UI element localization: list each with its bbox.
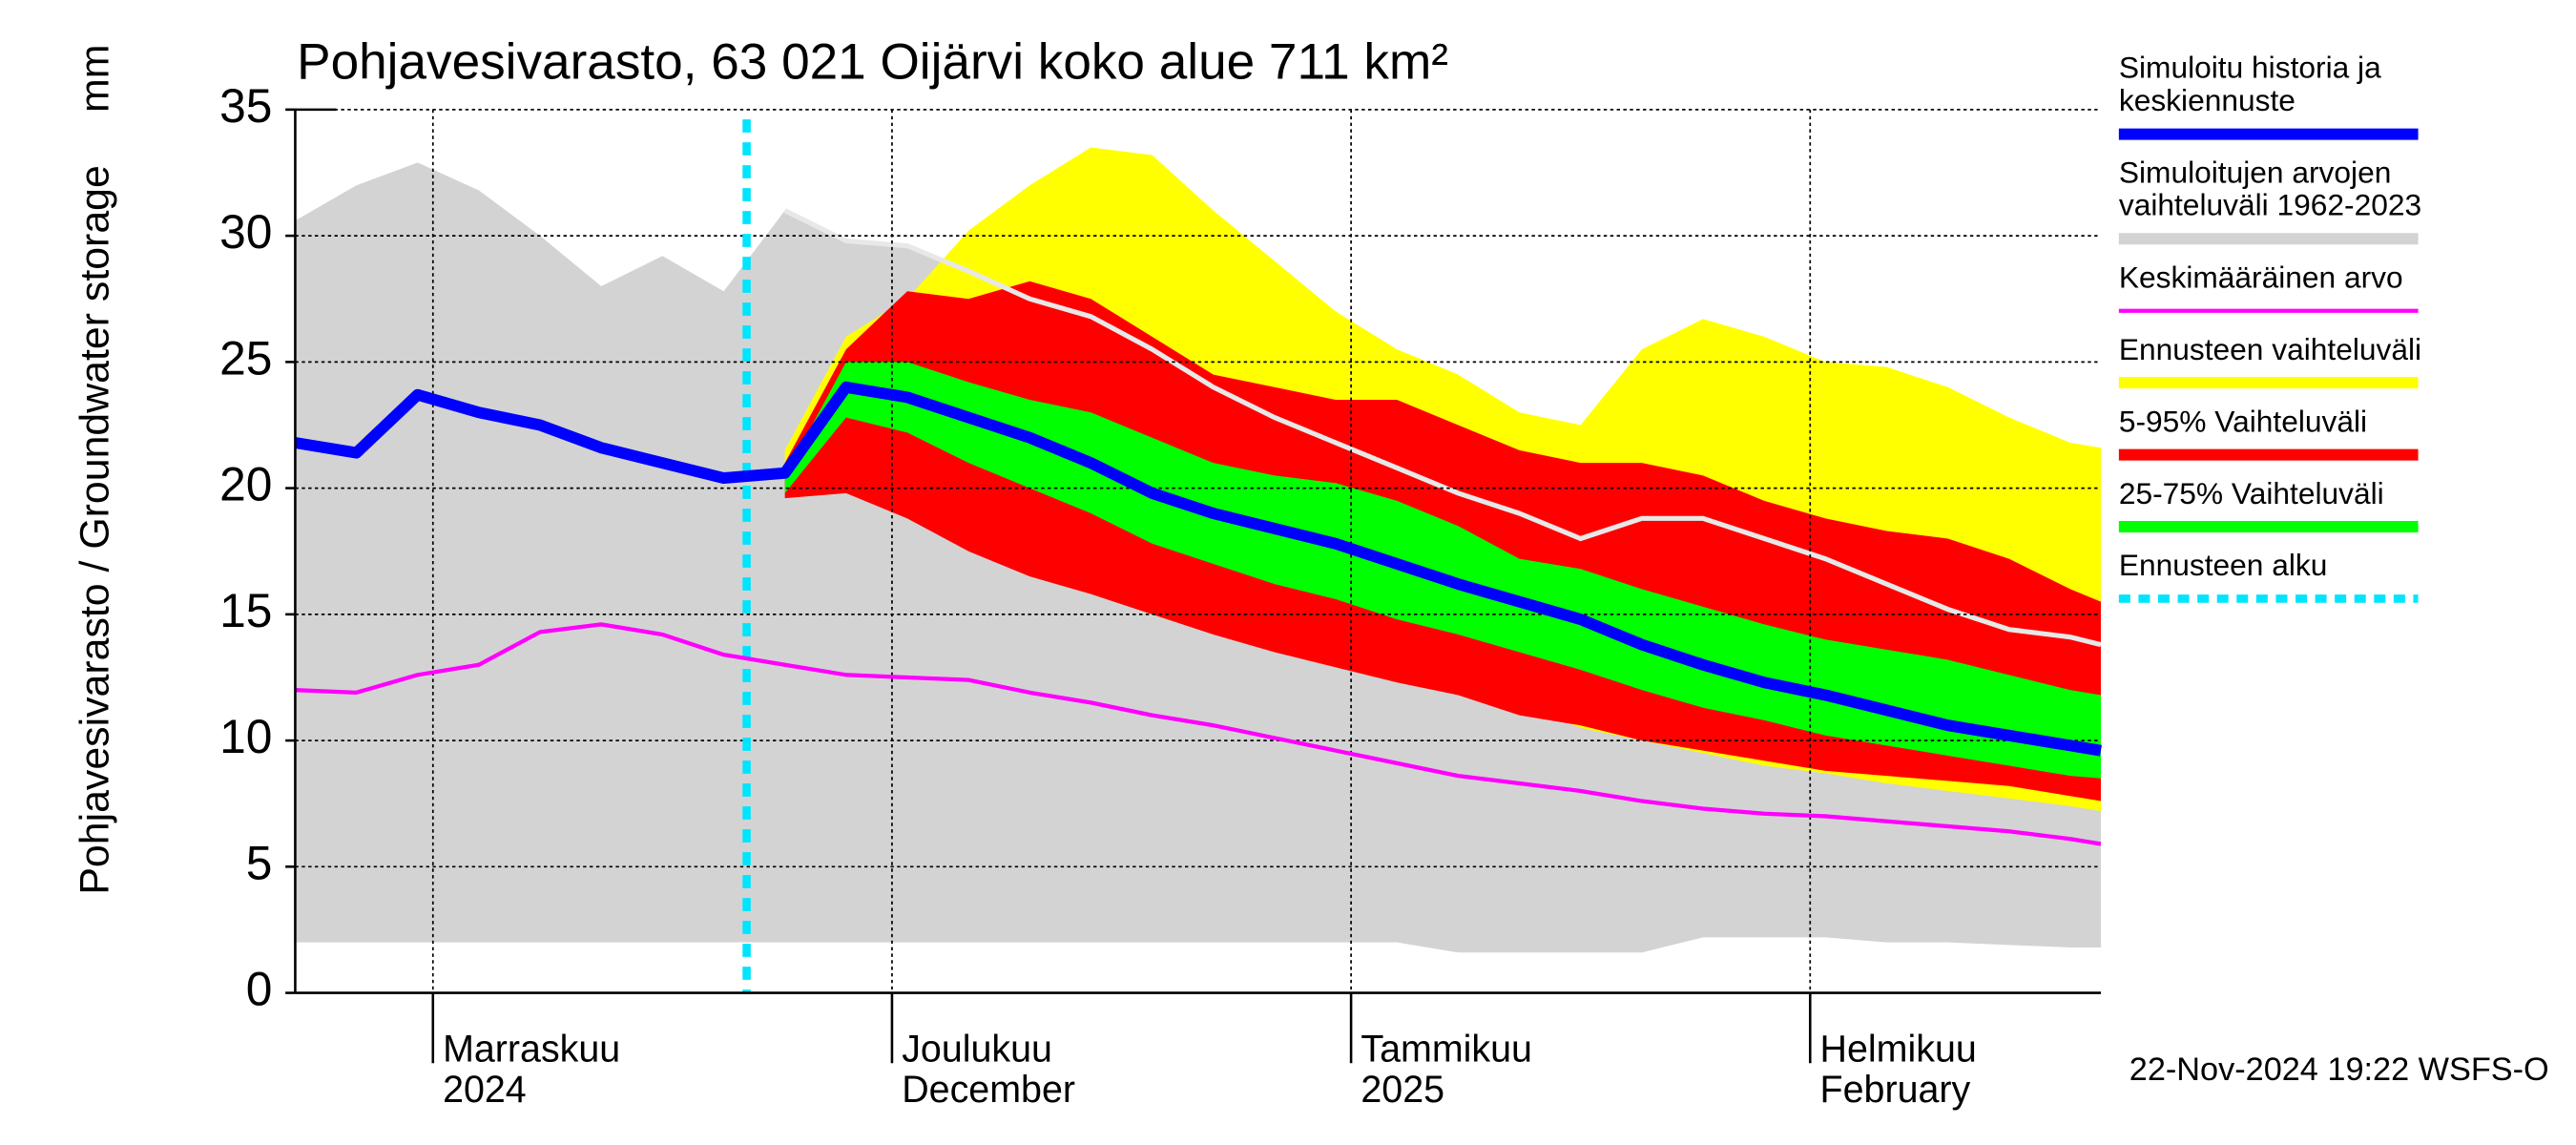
range-band xyxy=(784,362,2102,779)
bands xyxy=(295,147,2102,953)
lines xyxy=(294,119,2102,993)
legend: Simuloitu historia ja keskiennuste Simuloi… xyxy=(2118,51,2421,603)
legend-label: 25-75% Vaihteluväli xyxy=(2119,476,2384,510)
x-tick-label: Tammikuu 2025 xyxy=(1361,1029,1532,1112)
y-tick-label: 10 xyxy=(219,710,272,763)
y-axis-label: Pohjavesivarasto / Groundwater storage xyxy=(72,165,117,894)
range-edge xyxy=(783,208,2102,648)
y-tick-label: 30 xyxy=(219,205,272,259)
series-line xyxy=(295,622,2102,846)
y-axis-unit: mm xyxy=(72,45,117,113)
legend-label: Simuloitu historia ja keskiennuste xyxy=(2119,51,2381,117)
axes: 0 5 10 15 20 25 30 35 Marraskuu 2024 Joulukuu Decem… xyxy=(219,79,2101,1112)
legend-label: Ennusteen vaihteluväli xyxy=(2119,332,2421,366)
series-line xyxy=(294,381,2102,757)
x-tick-label: Helmikuu February xyxy=(1820,1029,1977,1112)
y-tick-label: 25 xyxy=(219,331,272,385)
y-tick-label: 5 xyxy=(246,836,273,889)
chart-title: Pohjavesivarasto, 63 021 Oijärvi koko al… xyxy=(297,34,1448,91)
legend-label: Simuloitujen arvojen vaihteluväli 1962-20… xyxy=(2119,156,2421,222)
y-tick-label: 15 xyxy=(219,584,272,637)
x-tick-label: Marraskuu 2024 xyxy=(443,1029,620,1112)
y-tick-label: 35 xyxy=(219,79,272,133)
legend-label: Keskimääräinen arvo xyxy=(2119,260,2403,295)
legend-label: Ennusteen alku xyxy=(2119,548,2328,582)
y-tick-label: 0 xyxy=(246,963,273,1016)
legend-label: 5-95% Vaihteluväli xyxy=(2119,404,2367,438)
footer: 22-Nov-2024 19:22 WSFS-O xyxy=(2129,1051,2549,1088)
y-tick-label: 20 xyxy=(219,458,272,511)
x-tick-label: Joulukuu December xyxy=(902,1029,1075,1112)
